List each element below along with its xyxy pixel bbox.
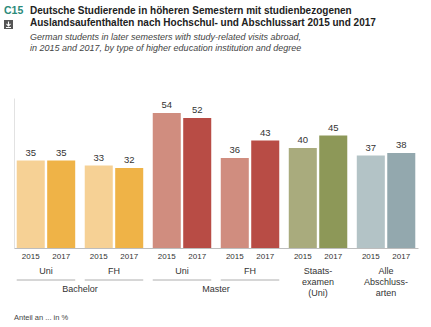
- bar: [357, 156, 385, 249]
- data-label: 32: [124, 154, 135, 165]
- data-label: 37: [366, 142, 377, 153]
- x-axis-line: [15, 248, 419, 249]
- data-label: 35: [25, 147, 36, 158]
- data-label: 35: [56, 147, 67, 158]
- data-label: 54: [161, 99, 172, 110]
- chart: C15 Deutsche Studierende in höheren Semes…: [0, 0, 431, 327]
- x-tick-label: AlleAbschluss-arten: [364, 266, 408, 298]
- year-label: 2015: [294, 252, 312, 261]
- data-label: 38: [396, 139, 407, 150]
- data-label: 33: [93, 152, 104, 163]
- bars: [17, 113, 416, 248]
- x-tick-label: FH: [108, 266, 120, 276]
- bar: [153, 113, 181, 248]
- groups: Bachelor Master: [17, 280, 280, 294]
- x-tick: Uni: [39, 266, 53, 276]
- figure-number: C15: [4, 4, 23, 16]
- year-label: 2015: [362, 252, 380, 261]
- bar: [319, 136, 347, 249]
- group-label: Bachelor: [62, 284, 98, 294]
- year-label: 2015: [226, 252, 244, 261]
- year-label: 2017: [392, 252, 410, 261]
- subtitle: German students in later semesters with …: [30, 32, 301, 42]
- data-label: 40: [297, 134, 308, 145]
- category-rule: [153, 280, 211, 281]
- category-rule: [85, 280, 143, 281]
- icon-box: [4, 20, 13, 29]
- category-rule: [221, 280, 279, 281]
- x-tick: FH: [244, 266, 256, 276]
- category-rule: [17, 280, 75, 281]
- data-label: 36: [229, 144, 240, 155]
- x-tick-label: FH: [244, 266, 256, 276]
- x-tick: Staats-examen(Uni): [302, 266, 334, 298]
- x-tick: AlleAbschluss-arten: [364, 266, 408, 298]
- x-tick-label: Staats-examen(Uni): [302, 266, 334, 298]
- x-tick: Uni: [175, 266, 189, 276]
- x-tick-label: Uni: [175, 266, 189, 276]
- year-label: 2017: [52, 252, 70, 261]
- bar: [289, 148, 317, 248]
- x-tick: FH: [108, 266, 120, 276]
- year-label: 2015: [158, 252, 176, 261]
- title: Auslandsaufenthalten nach Hochschul- und…: [30, 17, 376, 28]
- year-label: 2017: [324, 252, 342, 261]
- year-label: 2017: [120, 252, 138, 261]
- bar: [221, 158, 249, 248]
- subtitle: in 2015 and 2017, by type of higher educ…: [30, 43, 301, 53]
- data-label: 43: [260, 127, 271, 138]
- bar: [17, 161, 45, 249]
- bar: [85, 166, 113, 249]
- y-axis: [14, 99, 15, 249]
- title: Deutsche Studierende in höheren Semester…: [30, 5, 352, 16]
- data-label: 45: [328, 122, 339, 133]
- year-label: 2017: [188, 252, 206, 261]
- year-label: 2017: [256, 252, 274, 261]
- download-icon: [4, 20, 13, 29]
- bar: [183, 118, 211, 248]
- x-tick-label: Uni: [39, 266, 53, 276]
- labels: 35 2015 33 2015 54 2015 36 2015 40 2015 37 2015 35 20…: [22, 99, 411, 261]
- bar: [47, 161, 75, 249]
- bar: [387, 153, 415, 248]
- bar: [251, 141, 279, 249]
- footnote: Anteil an ... in %: [14, 313, 69, 322]
- bar: [115, 168, 143, 248]
- year-label: 2015: [90, 252, 108, 261]
- year-label: 2015: [22, 252, 40, 261]
- data-label: 52: [192, 104, 203, 115]
- x-axis: Uni FH Uni FH Staats-examen(Uni) AlleAbschlus…: [15, 249, 419, 299]
- y-axis-line: [14, 99, 15, 249]
- icon-arrow: [6, 22, 11, 28]
- group-label: Master: [202, 284, 230, 294]
